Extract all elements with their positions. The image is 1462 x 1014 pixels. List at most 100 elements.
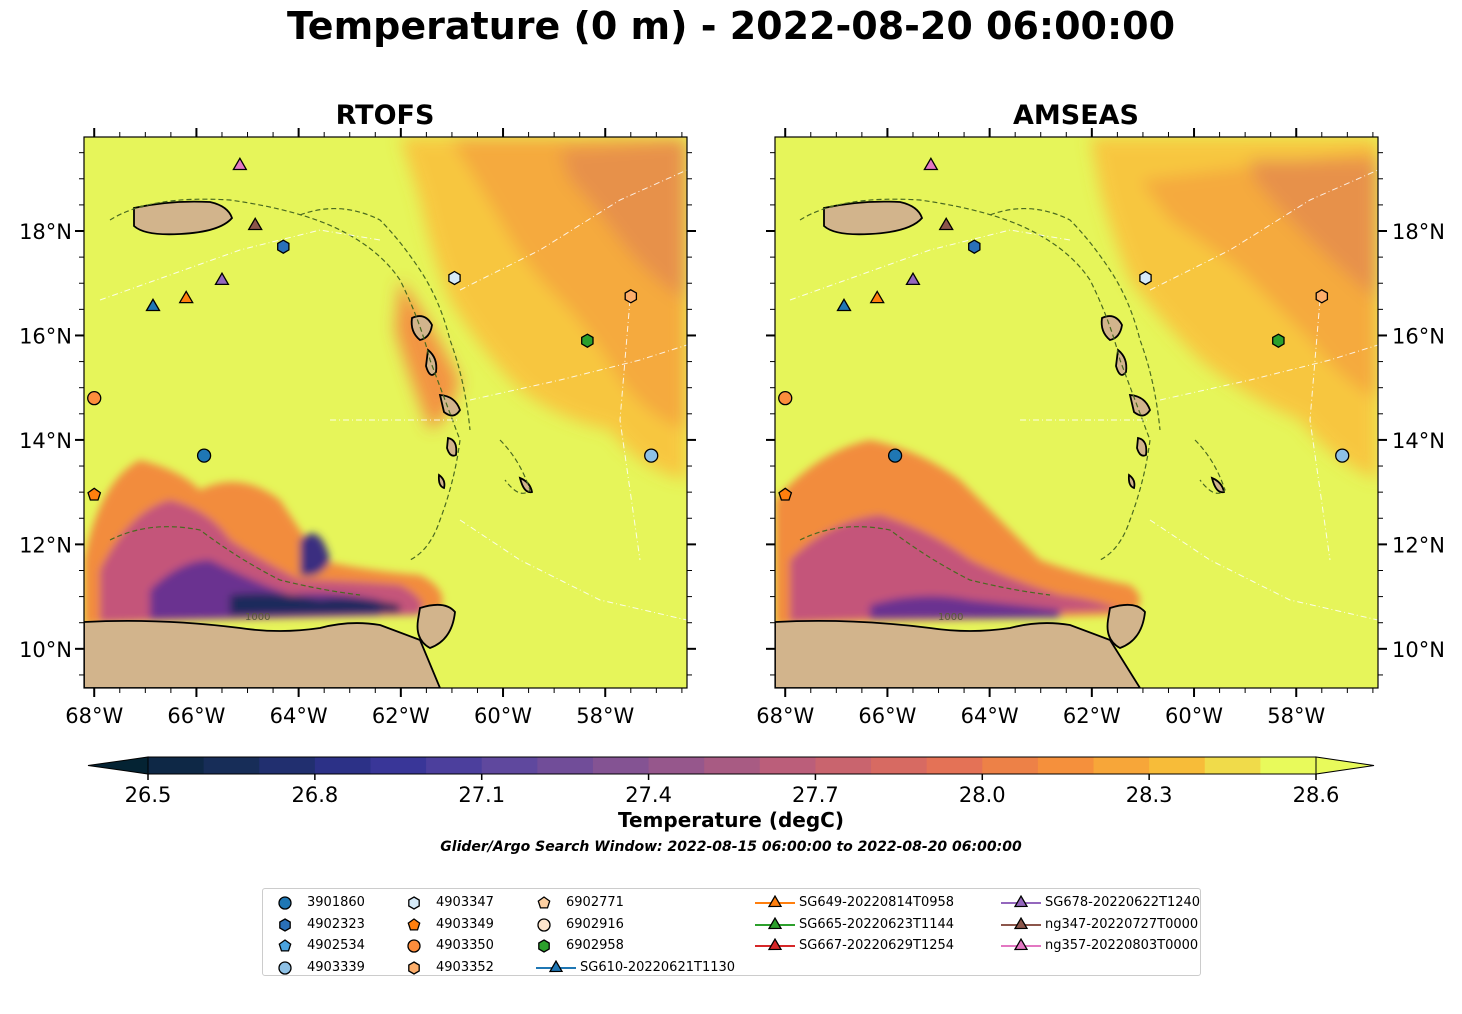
- legend-marker: [536, 959, 576, 972]
- legend-label: ng357-20220803T0000: [1045, 938, 1199, 953]
- axis-ticks: 68°W 66°W 64°W 62°W 60°W 58°W 18°N 16°N 14°N 12°N…: [19, 128, 1445, 728]
- observation-marker: [778, 487, 793, 501]
- colorbar-segment: [871, 757, 928, 774]
- figure-title: Temperature (0 m) - 2022-08-20 06:00:00: [286, 4, 1176, 48]
- colorbar: 26.5 26.8 27.1 27.4 27.7 28.0 28.3 28.6: [87, 756, 1375, 807]
- sst-cool-water: [775, 440, 1140, 625]
- map-frame-rtofs: [83, 136, 688, 689]
- legend-symbol: [407, 917, 421, 931]
- legend-symbol: [1013, 895, 1029, 908]
- observation-marker: [214, 271, 230, 286]
- legend-label: 4902534: [307, 938, 365, 953]
- bathymetry-contours: [799, 198, 1226, 596]
- colorbar-segment: [982, 757, 1039, 774]
- lon-tick-label: 66°W: [167, 704, 225, 728]
- land-masses: [775, 200, 1226, 688]
- lat-tick-label: 18°N: [19, 220, 72, 244]
- panel-title-rtofs: RTOFS: [335, 100, 435, 131]
- legend-marker: [538, 939, 550, 953]
- lon-tick-label: 62°W: [1063, 704, 1121, 728]
- lat-tick-label: 16°N: [19, 324, 72, 348]
- lat-tick-label: 18°N: [1392, 220, 1445, 244]
- colorbar-tick-label: 26.8: [291, 783, 338, 807]
- map-panel-rtofs: [84, 137, 687, 688]
- observation-marker: [624, 289, 638, 304]
- legend-symbol: [1013, 916, 1029, 929]
- land-masses: [84, 200, 534, 688]
- legend-label: 4902323: [307, 916, 365, 932]
- colorbar-segment: [203, 757, 260, 774]
- legend-marker: [278, 960, 292, 975]
- legend-symbol: [408, 896, 420, 910]
- legend: 3901860 4902323 4902534 4903339 4903347 49033…: [262, 888, 1201, 976]
- legend-label: ng347-20220727T0000: [1045, 916, 1199, 932]
- lat-tick-label: 16°N: [1392, 324, 1445, 348]
- legend-marker: [408, 960, 420, 975]
- observation-marker: [1272, 333, 1285, 348]
- colorbar-label: Temperature (degC): [618, 808, 844, 832]
- colorbar-segment: [648, 757, 705, 774]
- legend-symbol: [538, 939, 550, 953]
- lat-tick-label: 12°N: [1392, 533, 1445, 557]
- legend-marker: [755, 916, 795, 929]
- search-window-caption: Glider/Argo Search Window: 2022-08-15 06…: [440, 839, 1022, 855]
- lon-tick-label: 60°W: [474, 704, 532, 728]
- lon-tick-label: 64°W: [270, 704, 328, 728]
- legend-marker: [537, 896, 551, 909]
- observation-marker: [178, 290, 194, 304]
- colorbar-segment: [370, 757, 427, 774]
- lat-tick-label: 14°N: [19, 429, 72, 453]
- colorbar-extend-min: [87, 756, 149, 775]
- legend-symbol: [537, 917, 551, 932]
- legend-label: SG649-20220814T0958: [799, 895, 955, 910]
- legend-label: SG665-20220623T1144: [799, 916, 955, 932]
- legend-label: 4903349: [436, 916, 494, 932]
- sst-cool-water: [84, 460, 443, 625]
- observation-marker: [87, 390, 102, 406]
- observation-marker: [1315, 289, 1329, 304]
- bathymetry-contours: [109, 198, 531, 596]
- observation-marker: [145, 298, 161, 312]
- legend-symbol: [767, 938, 783, 951]
- legend-symbol: [279, 917, 291, 932]
- eez-boundaries: [789, 169, 1378, 621]
- observation-marker: [887, 448, 903, 463]
- legend-marker: [407, 917, 421, 931]
- colorbar-extend-max: [1315, 756, 1375, 775]
- observation-marker: [938, 217, 954, 231]
- observation-marker: [581, 333, 594, 348]
- legend-symbol: [767, 895, 783, 908]
- colorbar-segment: [1037, 757, 1095, 774]
- colorbar-tick-label: 27.4: [625, 783, 672, 807]
- legend-symbol: [278, 960, 292, 975]
- legend-symbol: [278, 939, 292, 952]
- observation-marker: [1139, 270, 1152, 286]
- legend-label: SG667-20220629T1254: [799, 938, 955, 953]
- colorbar-frame: [147, 756, 1317, 775]
- lon-tick-label: 68°W: [65, 704, 123, 728]
- observation-marker: [448, 270, 461, 286]
- legend-label: 4903347: [436, 895, 494, 910]
- legend-marker: [755, 895, 795, 908]
- colorbar-segment: [759, 757, 816, 774]
- lon-tick-label: 58°W: [576, 704, 634, 728]
- legend-label: SG610-20220621T1130: [580, 959, 736, 975]
- lon-tick-label: 58°W: [1267, 704, 1325, 728]
- observation-marker: [905, 271, 921, 286]
- observation-marker: [196, 448, 212, 463]
- legend-label: SG678-20220622T1240: [1045, 895, 1201, 910]
- eez-boundaries: [99, 169, 687, 621]
- colorbar-segment: [426, 757, 483, 774]
- legend-label: 4903339: [307, 959, 365, 975]
- observation-marker: [247, 217, 263, 231]
- lon-tick-label: 66°W: [858, 704, 916, 728]
- legend-label: 6902958: [566, 938, 624, 953]
- legend-label: 4903350: [436, 938, 494, 953]
- colorbar-segment: [148, 757, 205, 774]
- colorbar-tick-label: 26.5: [125, 783, 172, 807]
- colorbar-tick-label: 28.6: [1293, 783, 1340, 807]
- lat-tick-label: 10°N: [19, 638, 72, 662]
- colorbar-segment: [1260, 757, 1317, 774]
- legend-symbol: [1013, 938, 1029, 951]
- lat-tick-label: 10°N: [1392, 638, 1445, 662]
